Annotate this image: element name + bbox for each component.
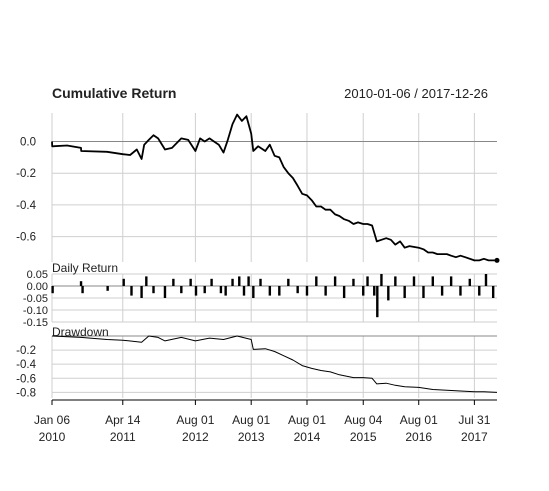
y-tick-label: 0.00 xyxy=(27,281,48,293)
daily-return-bar xyxy=(140,286,143,298)
daily-return-bar xyxy=(163,286,167,298)
daily-return-bar xyxy=(459,286,462,296)
daily-return-bar xyxy=(305,286,309,296)
daily-return-bar xyxy=(387,286,390,301)
daily-return-bar xyxy=(376,286,379,318)
x-tick-label-date: Jul 31 xyxy=(458,413,490,427)
daily-return-panel: 0.050.00-0.05-0.10-0.15 Daily Return xyxy=(23,261,497,329)
daily-return-bar xyxy=(403,286,406,298)
daily-return-bar xyxy=(194,286,198,296)
daily-return-bar xyxy=(247,276,250,286)
x-tick-label-year: 2017 xyxy=(461,430,488,444)
daily-return-bar xyxy=(210,278,213,286)
x-tick-label-year: 2012 xyxy=(182,430,209,444)
y-tick-label: 0.0 xyxy=(20,137,36,149)
daily-return-bar xyxy=(440,286,444,296)
daily-return-bar xyxy=(224,286,227,296)
daily-return-bar xyxy=(333,276,337,286)
daily-return-bar xyxy=(268,286,272,296)
daily-return-bar xyxy=(342,286,346,298)
daily-return-bar xyxy=(79,281,83,286)
daily-return-bar xyxy=(81,286,84,294)
daily-return-bar xyxy=(468,278,471,286)
daily-return-bar xyxy=(172,278,175,286)
daily-return-bar xyxy=(296,286,299,294)
y-tick-label: -0.4 xyxy=(16,200,36,212)
y-tick-label: -0.2 xyxy=(16,345,36,357)
drawdown-panel: -0.2 -0.4 -0.6 -0.8 Drawdown xyxy=(16,325,498,399)
daily-return-bar xyxy=(122,278,125,286)
x-tick-label-year: 2011 xyxy=(110,430,136,444)
y-tick-label: 0.05 xyxy=(27,269,48,281)
daily-return-bar xyxy=(242,286,246,296)
x-tick-label-year: 2015 xyxy=(350,430,377,444)
daily-return-bar xyxy=(259,278,262,286)
daily-return-bar xyxy=(106,286,109,291)
x-tick-label-date: Aug 04 xyxy=(344,413,382,427)
daily-return-bar xyxy=(394,276,397,286)
x-tick-label-date: Aug 01 xyxy=(232,413,270,427)
daily-return-bar xyxy=(130,286,133,296)
x-tick-label-year: 2016 xyxy=(405,430,432,444)
drawdown-title: Drawdown xyxy=(52,325,109,339)
x-tick-label-date: Aug 01 xyxy=(288,413,326,427)
daily-return-bar xyxy=(278,286,281,296)
daily-return-bar xyxy=(373,286,376,296)
daily-return-bar xyxy=(315,276,318,286)
cumulative-return-panel: 0.0 -0.2 -0.4 -0.6 Cumulative Return 2010-01-… xyxy=(16,85,500,263)
daily-return-bar xyxy=(238,276,241,286)
x-tick-label-date: Jan 06 xyxy=(34,413,70,427)
date-range-label: 2010-01-06 / 2017-12-26 xyxy=(344,86,488,101)
daily-return-bar xyxy=(366,276,369,286)
x-tick-label-year: 2010 xyxy=(39,430,66,444)
daily-return-bar xyxy=(287,278,290,286)
drawdown-line xyxy=(51,335,498,393)
x-tick-label-date: Aug 01 xyxy=(176,413,214,427)
x-tick-label-date: Aug 01 xyxy=(400,413,438,427)
daily-return-bar xyxy=(380,274,383,286)
daily-return-bar xyxy=(362,286,365,296)
daily-return-bar xyxy=(478,286,481,296)
y-tick-label: -0.10 xyxy=(23,305,48,317)
daily-return-bar xyxy=(203,286,206,294)
daily-return-bar xyxy=(180,286,183,294)
daily-return-bar xyxy=(324,286,327,296)
daily-return-bar xyxy=(491,286,495,298)
y-tick-label: -0.8 xyxy=(16,387,36,399)
daily-return-bar xyxy=(412,276,416,286)
x-tick-label-year: 2013 xyxy=(238,430,265,444)
daily-return-bar xyxy=(219,286,223,294)
daily-return-bar xyxy=(484,274,488,286)
y-tick-label: -0.2 xyxy=(16,168,36,180)
cumulative-return-title: Cumulative Return xyxy=(52,85,176,101)
daily-return-bar xyxy=(422,286,425,298)
daily-return-bar xyxy=(252,286,255,298)
x-tick-label-date: Apr 14 xyxy=(105,413,141,427)
daily-return-bar xyxy=(449,276,453,286)
x-tick-label-year: 2014 xyxy=(294,430,321,444)
daily-return-bar xyxy=(152,286,155,294)
daily-return-bar xyxy=(352,278,355,286)
y-tick-label: -0.6 xyxy=(16,232,36,244)
y-tick-label: -0.6 xyxy=(16,373,36,385)
daily-return-title: Daily Return xyxy=(52,261,118,275)
daily-return-bar xyxy=(189,278,192,286)
daily-return-bar xyxy=(431,276,434,286)
y-tick-label: -0.15 xyxy=(23,317,48,329)
daily-return-bar xyxy=(231,278,234,286)
y-tick-label: -0.05 xyxy=(23,293,48,305)
y-tick-label: -0.4 xyxy=(16,359,36,371)
cumulative-return-line xyxy=(51,113,497,262)
last-point-marker xyxy=(494,257,500,263)
daily-return-bar xyxy=(145,276,148,286)
daily-return-bar xyxy=(51,286,54,294)
